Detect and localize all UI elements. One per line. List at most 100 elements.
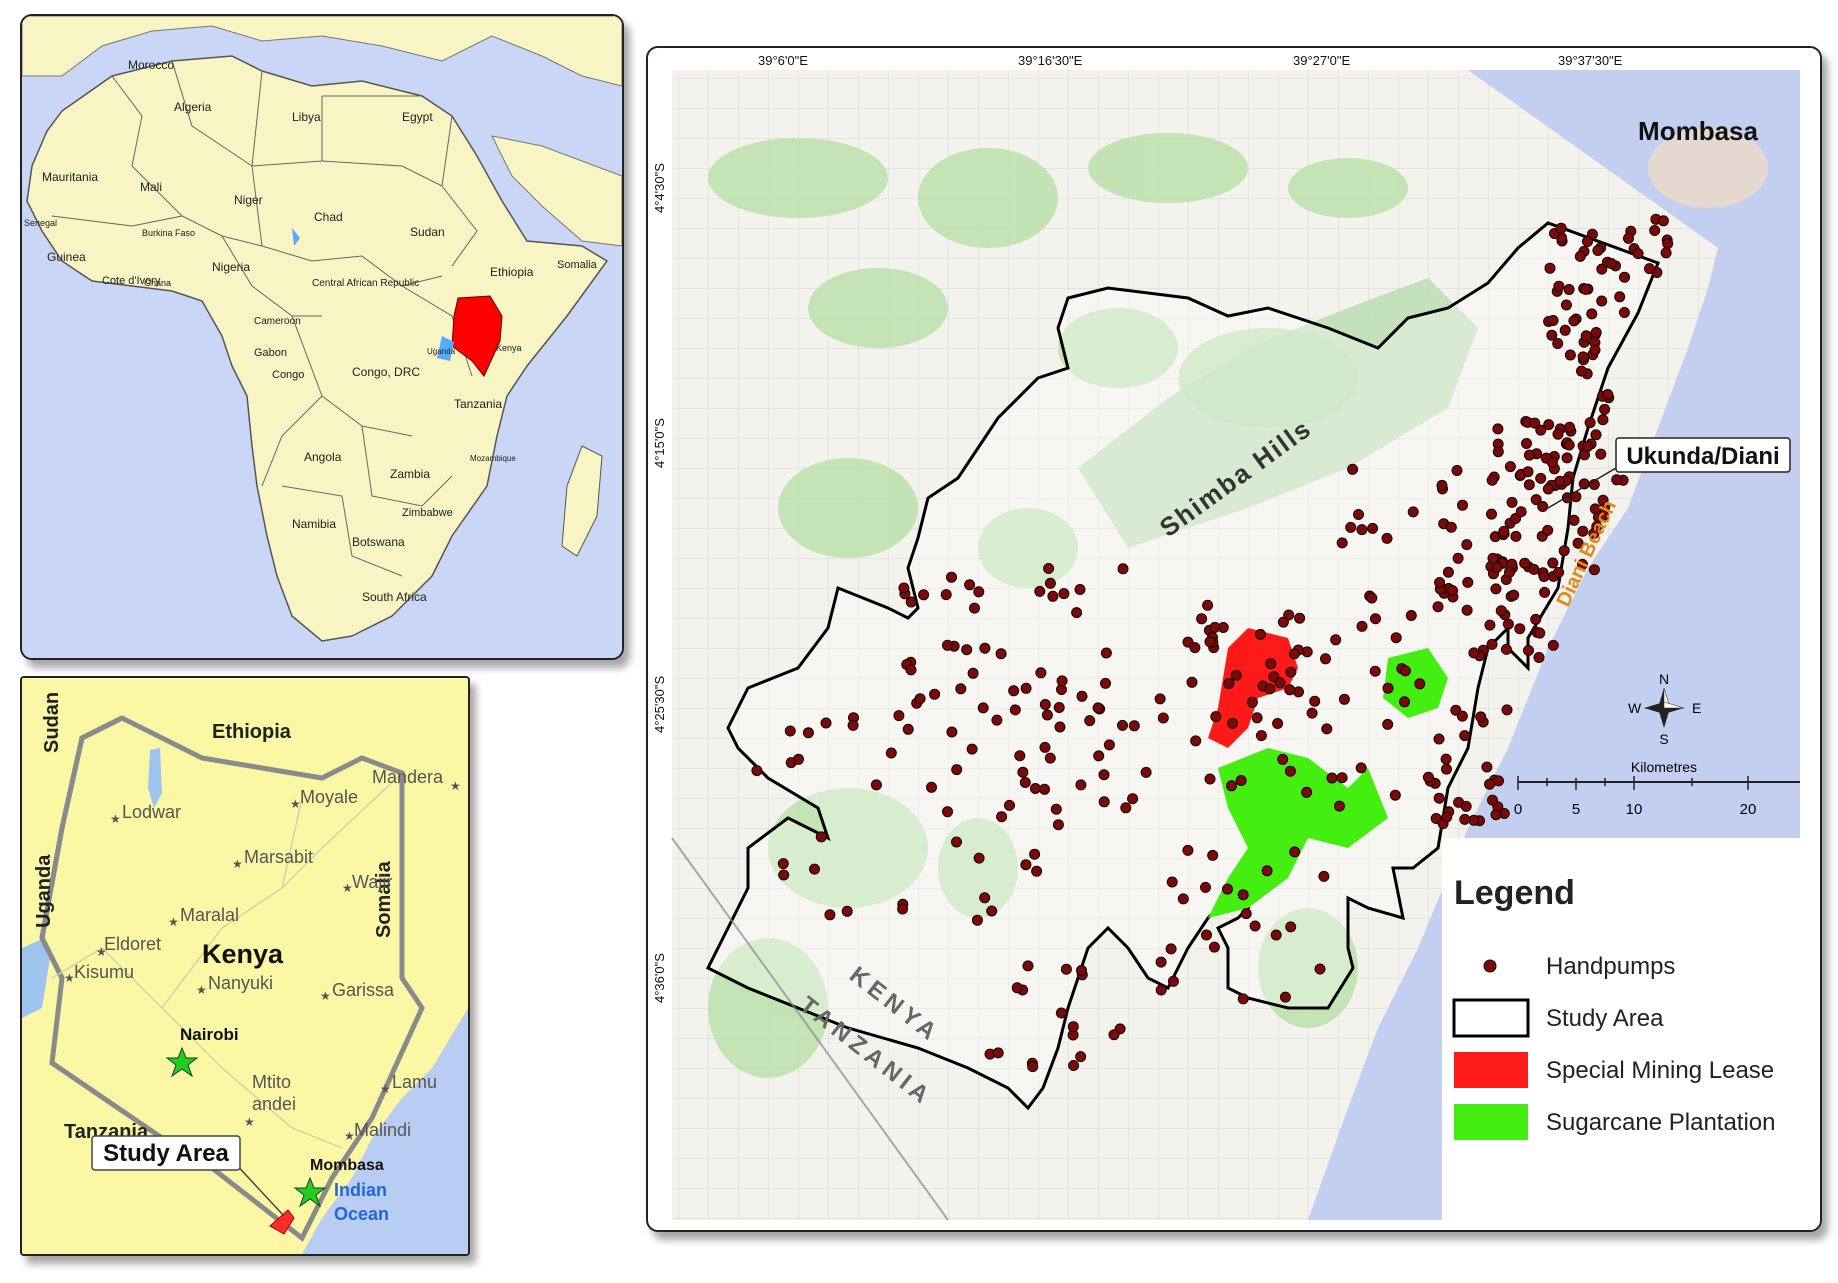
handpump-dot: [1182, 844, 1194, 856]
international-border: [671, 837, 949, 1221]
handpump-dot: [995, 648, 1007, 660]
handpump-dot: [926, 781, 937, 793]
handpump-dot: [1075, 1051, 1087, 1063]
handpump-dot: [1539, 586, 1551, 598]
svg-text:★: ★: [244, 1115, 255, 1129]
handpump-dot: [1207, 849, 1219, 861]
madagascar: [561, 445, 603, 557]
label-somalia: Somalia: [557, 259, 598, 271]
handpump-dot: [1563, 284, 1575, 295]
handpump-dot: [824, 909, 836, 921]
handpump-dot: [1530, 494, 1542, 506]
handpump-dot: [1462, 576, 1474, 588]
label-indian: Indian: [334, 1180, 387, 1200]
label-somalia: Somalia: [373, 860, 395, 938]
handpump-dot: [1576, 365, 1587, 377]
handpump-dot: [1442, 566, 1454, 578]
handpump-dot: [1264, 683, 1276, 695]
town-kisumu: Kisumu: [74, 962, 134, 982]
label-morocco: Morocco: [128, 58, 174, 72]
label-ethiopia: Ethiopia: [490, 265, 534, 279]
handpump-dot: [1285, 666, 1297, 678]
handpump-dot: [1547, 315, 1559, 326]
handpump-dot: [991, 714, 1003, 726]
label-libya: Libya: [292, 110, 321, 124]
handpump-dot: [893, 710, 905, 722]
handpump-dot: [1459, 730, 1471, 742]
handpump-dot: [1154, 693, 1166, 705]
handpump-dot: [1441, 811, 1453, 823]
label-egypt: Egypt: [402, 110, 433, 124]
handpump-dot: [1577, 525, 1589, 537]
label-botswana: Botswana: [352, 535, 405, 549]
handpump-dot: [979, 892, 991, 904]
handpump-dot: [1632, 248, 1644, 260]
study-area-map: KENYA TANZANIA Mombasa Shimba Hills Ukun…: [646, 46, 1822, 1232]
handpump-dot: [1155, 984, 1167, 996]
handpump-dot: [1544, 262, 1556, 274]
lon-tick-1: 39°6'0"E: [758, 53, 808, 68]
callout-study-area: Study Area: [103, 1140, 229, 1167]
handpump-dot: [1487, 552, 1499, 564]
handpump-dot: [802, 727, 814, 739]
handpump-dot: [1572, 537, 1584, 549]
handpump-dot: [1165, 943, 1177, 955]
handpump-dot: [1047, 590, 1059, 602]
legend-sugarcane-icon: [1454, 1104, 1528, 1140]
label-car: Central African Republic: [312, 278, 419, 289]
handpump-dot: [979, 642, 991, 654]
town-labels: Lodwar Moyale Mandera Marsabit Wajir Mar…: [74, 767, 444, 1140]
handpump-dot: [1265, 658, 1277, 670]
handpump-dot: [955, 683, 967, 695]
handpump-dot: [1491, 561, 1503, 573]
country-borders: [51, 60, 478, 577]
handpump-dot: [1405, 610, 1417, 621]
handpump-dot: [1441, 763, 1452, 775]
handpump-dot: [1590, 327, 1602, 338]
handpump-dot: [820, 717, 832, 729]
handpump-dot: [1580, 330, 1592, 342]
handpump-dot: [1596, 295, 1608, 307]
handpump-dot: [1602, 389, 1614, 400]
handpump-dot: [1500, 643, 1512, 655]
handpump-dot: [1098, 769, 1110, 781]
handpump-dot: [1355, 762, 1367, 774]
study-area-highlight: [269, 1209, 295, 1235]
svg-text:★: ★: [320, 989, 331, 1003]
handpump-dot: [1020, 682, 1032, 694]
ukunda-callout-box: [1615, 437, 1791, 473]
handpump-dot: [951, 836, 962, 848]
svg-text:★: ★: [64, 971, 75, 985]
label-tanzania: Tanzania: [454, 397, 502, 411]
handpump-dot: [1039, 699, 1051, 710]
label-ocean: Ocean: [334, 1204, 389, 1224]
handpump-dot: [1510, 530, 1522, 542]
handpump-dot: [1284, 684, 1296, 696]
north-label: N: [1659, 671, 1669, 687]
handpump-dot: [1014, 750, 1026, 762]
callout-line: [231, 1159, 285, 1217]
mombasa-star-icon: [293, 1176, 327, 1208]
handpump-dot: [1399, 696, 1410, 708]
handpump-dot: [777, 858, 789, 870]
legend-mining-icon: [1454, 1052, 1528, 1088]
handpump-dot: [1560, 299, 1572, 311]
longitude-labels: 39°6'0"E 39°16'30"E 39°27'0"E 39°37'30"E: [758, 53, 1623, 68]
handpump-dot: [940, 589, 952, 601]
handpump-dot: [1053, 702, 1065, 713]
handpump-dot: [1117, 719, 1128, 731]
handpump-dot: [841, 905, 853, 917]
handpump-dot: [1246, 696, 1258, 708]
handpump-dot: [1060, 963, 1072, 975]
handpump-dot: [793, 753, 804, 765]
svg-text:★: ★: [380, 1082, 391, 1096]
handpump-dot: [1017, 766, 1029, 778]
handpump-dot: [1543, 419, 1555, 431]
handpump-dot: [1502, 618, 1514, 630]
handpump-dot: [1071, 607, 1083, 619]
handpump-dot: [1140, 766, 1152, 778]
handpump-dot: [1582, 236, 1593, 247]
handpump-dot: [1487, 794, 1498, 806]
town-garissa: Garissa: [332, 980, 395, 1000]
handpump-dot: [1370, 613, 1381, 625]
